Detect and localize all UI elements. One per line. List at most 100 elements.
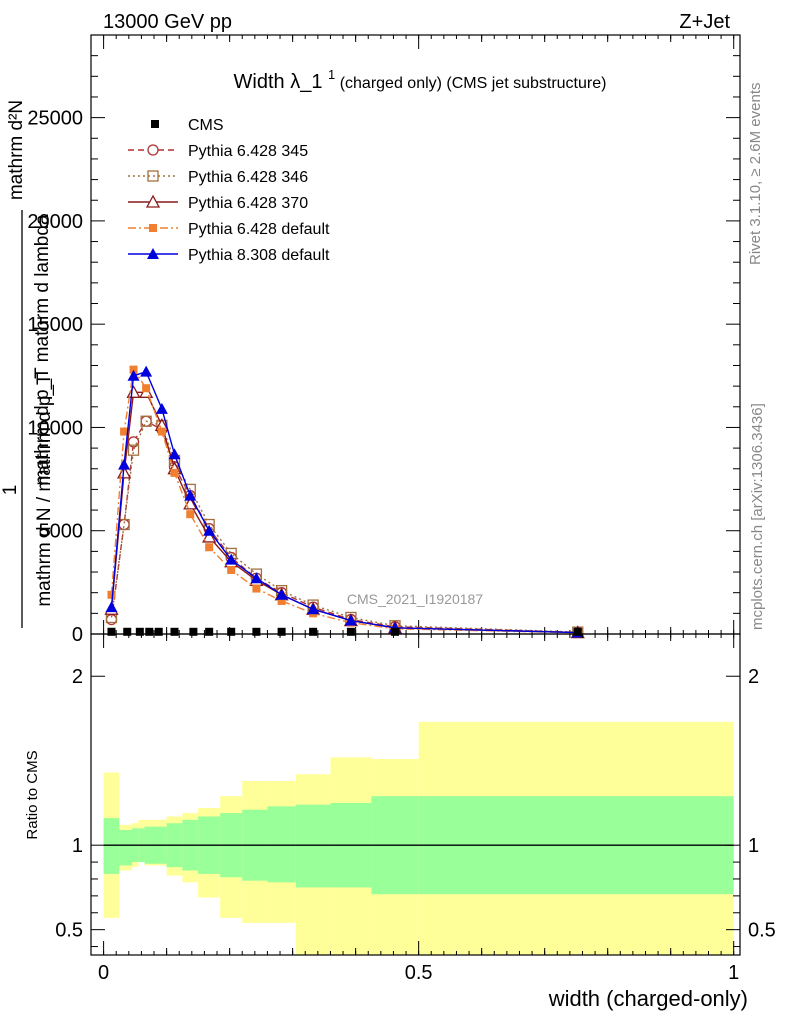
series-point bbox=[202, 529, 217, 543]
y-tick-label: 25000 bbox=[27, 108, 83, 130]
ratio-y-tick-label: 0.5 bbox=[55, 920, 83, 942]
ratio-green-band bbox=[267, 806, 296, 883]
y-axis-label-line: mathrm d N / mathrm d p_T bbox=[34, 373, 55, 607]
y-tick-label: 20000 bbox=[27, 211, 83, 233]
series-point bbox=[225, 553, 238, 565]
y-tick-label: 15000 bbox=[27, 314, 83, 336]
plot-title: Width λ_1 1 (charged only) (CMS jet subs… bbox=[234, 67, 607, 93]
legend-label: Pythia 6.428 default bbox=[188, 221, 330, 238]
rivet-version-label: Rivet 3.1.10, ≥ 2.6M events bbox=[747, 83, 764, 266]
series-line bbox=[110, 391, 578, 634]
series-point bbox=[275, 588, 288, 600]
series-point bbox=[184, 489, 197, 501]
ratio-frame bbox=[90, 633, 741, 956]
series-point bbox=[107, 590, 116, 599]
series-point bbox=[250, 572, 263, 584]
ratio-y-tick-label: 1 bbox=[748, 835, 759, 857]
y-tick-label: 0 bbox=[72, 624, 83, 646]
series-point bbox=[170, 468, 179, 477]
series-point bbox=[142, 384, 151, 393]
series-point bbox=[129, 365, 138, 374]
x-axis-label: width (charged-only) bbox=[548, 986, 748, 1011]
cms-data-point bbox=[135, 627, 144, 636]
cms-data-point bbox=[205, 627, 214, 636]
series-point bbox=[118, 458, 131, 470]
ratio-plot: 0 0.5 1 0.5 0.5 1 1 2 2 Ratio to CMS width (char… bbox=[24, 633, 776, 1011]
x-tick-label: 1 bbox=[728, 962, 739, 984]
main-axes: 0 5000 10000 15000 20000 25000 bbox=[27, 34, 741, 646]
ratio-green-band bbox=[119, 829, 132, 866]
series-line bbox=[110, 420, 578, 633]
cms-data-point bbox=[573, 627, 582, 636]
cms-data-point bbox=[309, 627, 318, 636]
main-plot: 0 5000 10000 15000 20000 25000 CMS Pythia 6.42… bbox=[0, 34, 741, 646]
cms-data-point bbox=[252, 627, 261, 636]
y-axis-label-line: mathrm d p_T mathrm d lambda bbox=[32, 214, 53, 485]
ratio-axes: 0 0.5 1 0.5 0.5 1 1 2 2 bbox=[55, 633, 776, 984]
legend-marker bbox=[145, 194, 161, 208]
legend-label: Pythia 6.428 346 bbox=[188, 169, 308, 186]
legend-label: Pythia 6.428 370 bbox=[188, 195, 308, 212]
series-point bbox=[277, 596, 286, 605]
legend: CMS Pythia 6.428 345 Pythia 6.428 346 Pythi… bbox=[128, 117, 330, 264]
legend-marker bbox=[147, 170, 159, 182]
series-line bbox=[110, 367, 578, 634]
ratio-y-tick-label: 1 bbox=[72, 835, 83, 857]
header-right: Z+Jet bbox=[679, 11, 730, 33]
cms-data-point bbox=[107, 627, 116, 636]
ratio-y-tick-label: 2 bbox=[748, 666, 759, 688]
legend-marker bbox=[147, 144, 159, 156]
series-point bbox=[140, 365, 153, 377]
series-point bbox=[227, 565, 236, 574]
cms-data-point bbox=[189, 627, 198, 636]
cms-data-point bbox=[123, 627, 132, 636]
cms-data-point bbox=[154, 627, 163, 636]
legend-marker bbox=[151, 120, 159, 128]
ratio-y-tick-label: 0.5 bbox=[748, 920, 776, 942]
y-tick-label: 10000 bbox=[27, 417, 83, 439]
cms-data-point bbox=[391, 627, 400, 636]
ratio-green-band bbox=[295, 804, 331, 888]
cms-data-point bbox=[277, 627, 286, 636]
series-point bbox=[168, 448, 181, 460]
ratio-bands bbox=[103, 721, 734, 955]
cms-data-point bbox=[346, 627, 355, 636]
series-point bbox=[127, 444, 140, 456]
legend-label: Pythia 6.428 345 bbox=[188, 143, 308, 160]
series-point bbox=[155, 402, 168, 414]
series-line bbox=[110, 420, 578, 634]
series-point bbox=[105, 601, 118, 613]
series-point bbox=[252, 584, 261, 593]
series-point bbox=[205, 543, 214, 552]
legend-label: Pythia 8.308 default bbox=[188, 247, 330, 264]
y-axis-label-line: 1 bbox=[0, 485, 21, 496]
ratio-green-band bbox=[103, 818, 120, 874]
series-point bbox=[120, 427, 129, 436]
ratio-y-tick-label: 2 bbox=[72, 666, 83, 688]
series-line bbox=[110, 370, 578, 634]
main-series bbox=[104, 365, 585, 639]
header-left: 13000 GeV pp bbox=[103, 11, 232, 33]
cms-data-point bbox=[145, 627, 154, 636]
legend-label: CMS bbox=[188, 117, 224, 134]
series-point bbox=[203, 524, 216, 536]
y-tick-label: 5000 bbox=[39, 521, 84, 543]
series-point bbox=[127, 369, 140, 381]
x-tick-label: 0.5 bbox=[405, 962, 433, 984]
series-point bbox=[186, 510, 195, 519]
series-point bbox=[307, 603, 320, 615]
analysis-watermark: CMS_2021_I1920187 bbox=[347, 591, 483, 607]
series-point bbox=[157, 427, 166, 436]
series-point bbox=[140, 415, 152, 427]
y-axis-label-line: mathrm d²N bbox=[6, 100, 27, 200]
series-point bbox=[344, 614, 357, 626]
legend-marker bbox=[149, 224, 157, 232]
legend-marker bbox=[147, 248, 159, 259]
mcplots-label: mcplots.cern.ch [arXiv:1306.3436] bbox=[749, 403, 766, 630]
cms-data-point bbox=[227, 627, 236, 636]
x-tick-label: 0 bbox=[98, 962, 109, 984]
ratio-y-label: Ratio to CMS bbox=[24, 750, 41, 839]
cms-data-point bbox=[170, 627, 179, 636]
